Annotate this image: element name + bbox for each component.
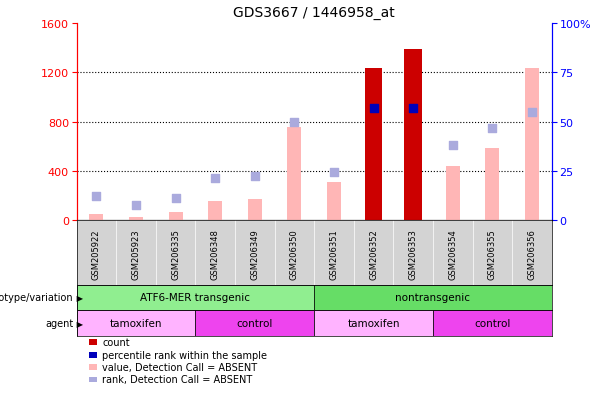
Text: control: control [237,318,273,328]
Bar [327,183,341,221]
Text: GSM206335: GSM206335 [171,229,180,279]
Bar [287,128,302,221]
Bar [365,69,383,221]
Text: genotype/variation: genotype/variation [0,293,74,303]
Bar [89,214,104,221]
Text: GSM205923: GSM205923 [132,229,140,279]
Point [448,142,458,149]
Bar [248,200,262,221]
Text: tamoxifen: tamoxifen [348,318,400,328]
Point [170,195,180,202]
Point [487,126,497,133]
Bar [129,218,143,221]
Bar [446,167,460,221]
Text: control: control [474,318,511,328]
Text: nontransgenic: nontransgenic [395,293,470,303]
Bar [196,311,314,336]
Title: GDS3667 / 1446958_at: GDS3667 / 1446958_at [234,6,395,20]
Bar [314,285,552,311]
Text: ▶: ▶ [74,293,83,302]
Point [368,105,378,112]
Point [329,169,339,176]
Point [289,119,299,126]
Text: GSM206349: GSM206349 [250,229,259,279]
Point [527,109,537,116]
Point [91,193,101,199]
Bar [208,201,222,221]
Point [250,173,260,180]
Bar [525,69,539,221]
Bar [485,149,499,221]
Text: ▶: ▶ [74,319,83,328]
Text: tamoxifen: tamoxifen [110,318,162,328]
Point [408,105,418,112]
Bar [433,311,552,336]
Bar [404,50,422,221]
Point [131,202,141,209]
Text: GSM205922: GSM205922 [92,229,101,279]
Bar [169,212,183,221]
Text: GSM206355: GSM206355 [488,229,497,279]
Text: rank, Detection Call = ABSENT: rank, Detection Call = ABSENT [102,375,253,385]
Text: GSM206348: GSM206348 [211,229,219,279]
Text: GSM206353: GSM206353 [409,229,417,279]
Text: value, Detection Call = ABSENT: value, Detection Call = ABSENT [102,362,257,372]
Text: GSM206350: GSM206350 [290,229,299,279]
Text: GSM206352: GSM206352 [369,229,378,279]
Text: GSM206356: GSM206356 [527,229,536,279]
Text: GSM206351: GSM206351 [329,229,338,279]
Bar [314,311,433,336]
Text: percentile rank within the sample: percentile rank within the sample [102,350,267,360]
Text: ATF6-MER transgenic: ATF6-MER transgenic [140,293,250,303]
Text: count: count [102,337,130,347]
Text: agent: agent [45,318,74,328]
Bar [77,285,314,311]
Point [210,175,220,182]
Bar [77,311,196,336]
Text: GSM206354: GSM206354 [448,229,457,279]
